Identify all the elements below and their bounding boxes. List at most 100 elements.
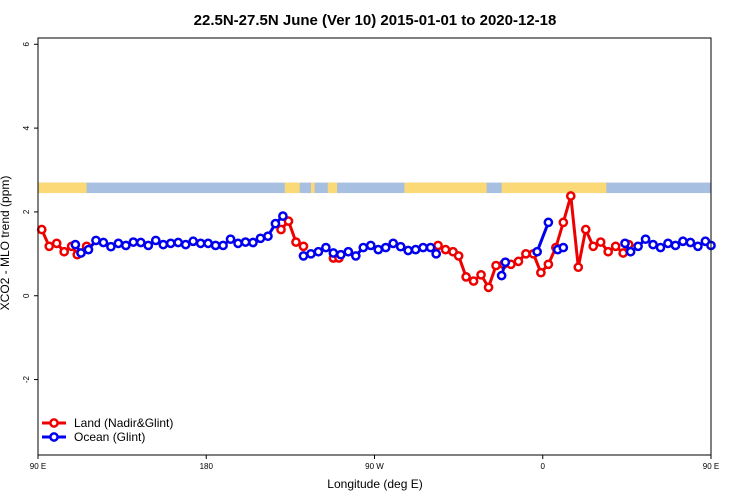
series-1-point-6-6 [663,238,673,249]
legend-marker-0 [49,418,59,428]
series-0-point-3-4 [461,272,471,282]
series-1-point-0-27 [270,218,281,229]
x-tick-label-4: 90 E [703,462,719,471]
series-1-point-0-21 [225,234,236,245]
series-1-point-2-1 [343,246,354,257]
series-1-point-1-2 [313,246,324,257]
series-0-point-3-20 [580,224,591,235]
series-0-point-3-5 [468,276,479,286]
series-1-point-0-11 [150,235,161,246]
series-1-point-2-0 [336,249,346,260]
series-1-point-0-15 [180,239,191,250]
series-0-point-3-3 [453,251,464,261]
series-1-point-0-20 [218,240,228,251]
series-1-point-0-1 [76,248,86,258]
series-1-point-2-9 [403,245,413,256]
series-0-point-3-25 [618,248,628,258]
series-1-point-2-4 [365,240,376,251]
land-segment-3 [327,182,338,194]
x-tick-label-2: 90 W [365,462,384,471]
series-0-point-3-23 [603,246,614,257]
series-1-point-0-2 [83,244,94,255]
series-0-point-3-17 [558,217,569,228]
series-layer [36,191,716,293]
series-1-point-6-4 [648,239,658,250]
series-1-point-0-5 [106,241,116,252]
series-1-point-6-5 [655,242,666,253]
series-0-point-3-18 [565,191,576,201]
series-1-point-6-2 [633,241,643,252]
series-1-point-2-11 [418,242,428,253]
y-axis: -2 0 2 4 6 [22,42,38,383]
series-1-point-2-5 [373,244,384,255]
series-1-line-4 [535,221,550,253]
series-1-point-0-9 [135,237,146,248]
series-1-point-0-8 [128,237,139,247]
series-1-point-6-10 [693,241,703,252]
y-tick-label-3: 4 [22,125,31,130]
series-1-point-0-26 [263,231,273,242]
series-0-point-3-8 [491,260,501,271]
y-tick-label-1: 0 [22,293,31,298]
series-1-point-0-23 [240,237,251,247]
series-1-point-0-4 [98,237,109,248]
series-0-point-1-2 [291,237,301,247]
series-0-point-0-3 [59,246,70,257]
series-1-point-6-8 [678,236,688,247]
x-tick-label-3: 0 [541,462,546,471]
series-1-point-0-18 [203,238,213,249]
legend-label-0: Land (Nadir&Glint) [74,416,173,430]
legend-label-1: Ocean (Glint) [74,430,145,444]
series-1-point-0-12 [158,239,169,250]
series-1-point-0-14 [173,237,184,248]
series-1-point-2-8 [395,241,406,252]
series-1-point-2-3 [358,242,369,253]
land-segment-2 [310,182,315,194]
series-0-point-1-0 [276,224,286,235]
series-1-point-4-0 [532,246,542,257]
series-1-point-5-1 [558,242,569,253]
series-1-point-0-3 [91,235,101,246]
series-1-point-2-7 [388,238,399,249]
series-1-point-0-16 [188,236,199,247]
series-0-point-3-14 [536,267,546,278]
series-1-point-2-2 [350,251,361,261]
series-1-point-2-6 [380,242,391,253]
series-1-point-3-0 [496,270,507,281]
series-0-point-3-15 [543,259,554,270]
series-1 [70,211,716,281]
series-1-point-6-1 [625,246,636,257]
series-1-point-6-0 [620,238,630,249]
series-0-point-1-3 [298,241,309,252]
y-tick-label-0: -2 [22,375,31,383]
land-segment-1 [284,182,300,194]
x-axis: 90 E 180 90 W 0 90 E [30,455,719,471]
series-0-point-3-21 [588,241,599,252]
series-1-point-2-13 [431,248,442,259]
y-tick-label-2: 2 [22,209,31,214]
series-1-point-0-28 [278,211,288,221]
x-tick-label-0: 90 E [30,462,46,471]
y-tick-label-4: 6 [22,42,31,47]
series-1-point-1-3 [321,242,331,253]
series-0-point-3-11 [513,256,524,267]
series-1-point-1-4 [328,248,339,258]
series-1-point-6-3 [640,234,651,245]
series-0-point-0-2 [51,238,62,249]
series-1-point-0-25 [255,233,266,244]
series-1-point-0-0 [70,239,81,250]
series-1-point-0-19 [210,240,221,251]
series-1-point-6-7 [670,240,681,251]
series-1-point-0-22 [233,238,243,249]
legend-marker-1 [49,432,59,442]
series-1-point-0-17 [195,238,206,249]
chart-title: 22.5N-27.5N June (Ver 10) 2015-01-01 to … [194,12,557,29]
series-1-point-1-1 [306,248,316,259]
series-1-point-0-6 [113,238,124,249]
series-1-point-2-12 [425,242,436,253]
x-tick-label-1: 180 [200,462,214,471]
series-1-point-0-24 [248,237,258,248]
series-0-point-1-1 [283,216,294,226]
legend: Land (Nadir&Glint)Ocean (Glint) [42,416,173,444]
